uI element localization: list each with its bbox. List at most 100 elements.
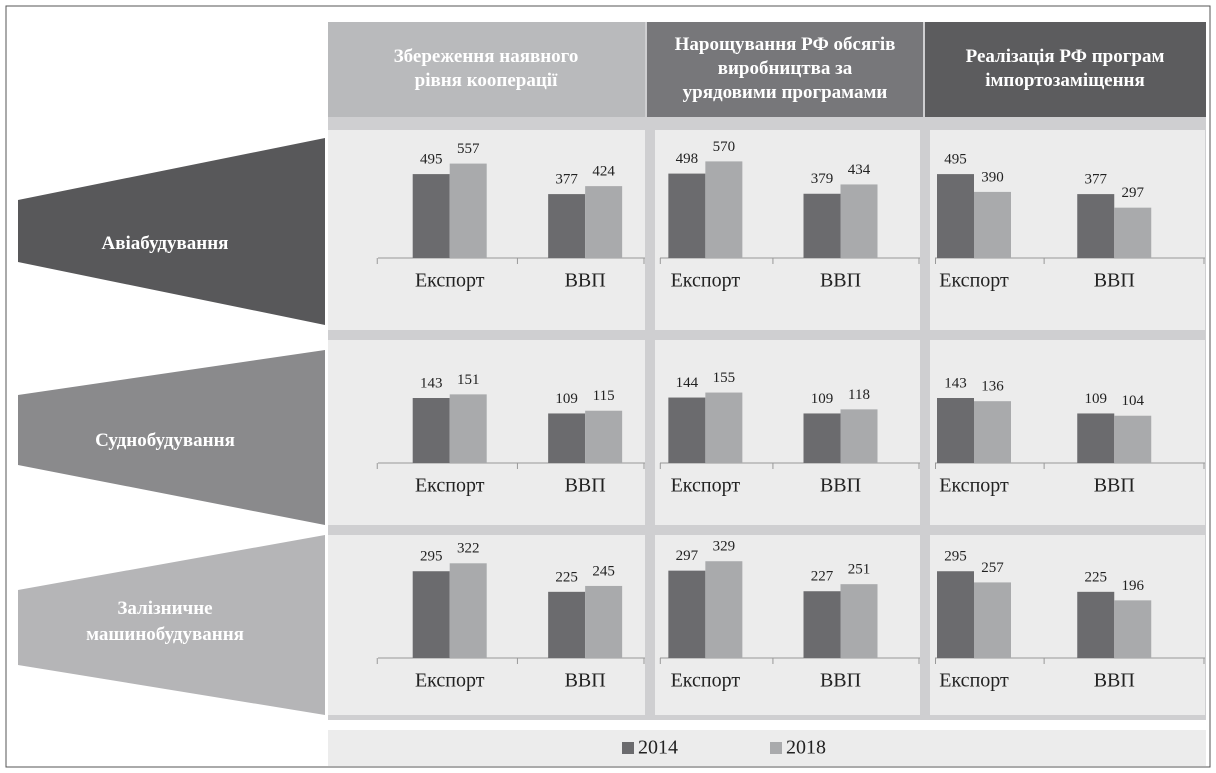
data-label: 495 xyxy=(944,152,967,168)
data-label: 144 xyxy=(676,375,699,391)
x-tick-label: Експорт xyxy=(939,270,1009,292)
data-label: 196 xyxy=(1122,578,1145,594)
x-tick-label: ВВП xyxy=(820,475,861,497)
bar xyxy=(705,392,743,463)
bar xyxy=(705,561,743,658)
legend-label: 2014 xyxy=(638,737,678,759)
data-label: 225 xyxy=(555,569,578,585)
data-label: 295 xyxy=(944,549,967,565)
legend-swatch xyxy=(770,742,782,754)
legend-swatch xyxy=(622,742,634,754)
bar xyxy=(974,582,1011,658)
data-label: 109 xyxy=(811,391,834,407)
legend-strip xyxy=(328,730,1206,766)
bar xyxy=(668,173,706,258)
bar xyxy=(803,193,841,258)
x-tick-label: Експорт xyxy=(939,670,1009,692)
data-label: 379 xyxy=(811,171,834,187)
data-label: 390 xyxy=(981,169,1004,185)
data-label: 155 xyxy=(713,370,736,386)
bar xyxy=(840,584,878,658)
header-cell xyxy=(925,22,1206,117)
data-label: 136 xyxy=(981,379,1004,395)
bar xyxy=(937,571,974,658)
data-label: 295 xyxy=(420,549,443,565)
bar xyxy=(412,398,450,463)
data-label: 143 xyxy=(944,375,967,391)
data-label: 297 xyxy=(676,548,699,564)
data-label: 151 xyxy=(457,372,480,388)
data-label: 257 xyxy=(981,560,1004,576)
data-label: 495 xyxy=(420,152,443,168)
row-banner xyxy=(18,350,325,525)
data-label: 297 xyxy=(1122,185,1145,201)
x-tick-label: ВВП xyxy=(1094,475,1135,497)
header-cell xyxy=(647,22,923,117)
bar xyxy=(803,591,841,658)
data-label: 104 xyxy=(1122,393,1145,409)
x-tick-label: Експорт xyxy=(671,475,741,497)
data-label: 225 xyxy=(1085,569,1108,585)
data-label: 118 xyxy=(848,387,870,403)
row-label: Залізничне машинобудування xyxy=(86,598,244,645)
data-label: 570 xyxy=(713,139,736,155)
x-tick-label: ВВП xyxy=(1094,670,1135,692)
data-label: 115 xyxy=(593,388,615,404)
data-label: 109 xyxy=(1085,391,1108,407)
x-tick-label: ВВП xyxy=(565,475,606,497)
bar xyxy=(548,194,586,258)
data-label: 143 xyxy=(420,375,443,391)
bar xyxy=(449,163,487,258)
bar xyxy=(1077,194,1115,258)
bar xyxy=(1077,413,1115,463)
bar xyxy=(840,184,878,258)
bar xyxy=(668,570,706,658)
row-banner xyxy=(18,138,325,325)
data-label: 434 xyxy=(848,162,871,178)
bar xyxy=(548,591,586,658)
data-label: 329 xyxy=(713,539,736,555)
data-label: 498 xyxy=(676,151,699,167)
bar xyxy=(1077,591,1115,658)
x-tick-label: Експорт xyxy=(415,475,485,497)
column-header: Нарощування РФ обсягів виробництва за уряд… xyxy=(675,34,896,103)
x-tick-label: Експорт xyxy=(671,270,741,292)
bar xyxy=(668,397,706,463)
bar xyxy=(548,413,586,463)
bar xyxy=(1114,600,1152,658)
data-label: 424 xyxy=(592,164,615,180)
x-tick-label: ВВП xyxy=(565,670,606,692)
x-tick-label: ВВП xyxy=(820,270,861,292)
data-label: 322 xyxy=(457,541,480,557)
bar xyxy=(937,398,974,463)
row-banner xyxy=(18,535,325,715)
data-label: 251 xyxy=(848,562,871,578)
x-tick-label: Експорт xyxy=(671,670,741,692)
bar xyxy=(412,174,450,258)
data-label: 377 xyxy=(555,172,578,188)
bar xyxy=(974,191,1011,258)
x-tick-label: Експорт xyxy=(939,475,1009,497)
x-tick-label: Експорт xyxy=(415,670,485,692)
bar xyxy=(412,571,450,658)
bar xyxy=(803,413,841,463)
header-cell xyxy=(328,22,645,117)
bar xyxy=(705,161,743,258)
bar xyxy=(449,563,487,658)
column-header: Збереження наявного рівня кооперації xyxy=(394,46,579,91)
legend-label: 2018 xyxy=(786,737,826,759)
bar xyxy=(937,174,974,258)
row-label: Авіабудування xyxy=(102,233,229,254)
x-tick-label: ВВП xyxy=(1094,270,1135,292)
bar xyxy=(1114,415,1152,463)
bar xyxy=(840,409,878,463)
bar xyxy=(585,186,623,258)
bar xyxy=(585,585,623,658)
x-tick-label: ВВП xyxy=(565,270,606,292)
data-label: 377 xyxy=(1085,172,1108,188)
x-tick-label: ВВП xyxy=(820,670,861,692)
data-label: 557 xyxy=(457,141,480,157)
bar xyxy=(974,401,1011,463)
row-label: Суднобудування xyxy=(95,430,235,451)
